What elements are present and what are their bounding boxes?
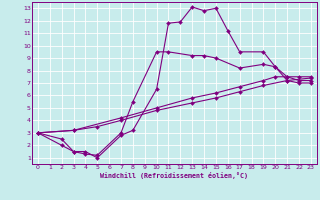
X-axis label: Windchill (Refroidissement éolien,°C): Windchill (Refroidissement éolien,°C) xyxy=(100,172,248,179)
